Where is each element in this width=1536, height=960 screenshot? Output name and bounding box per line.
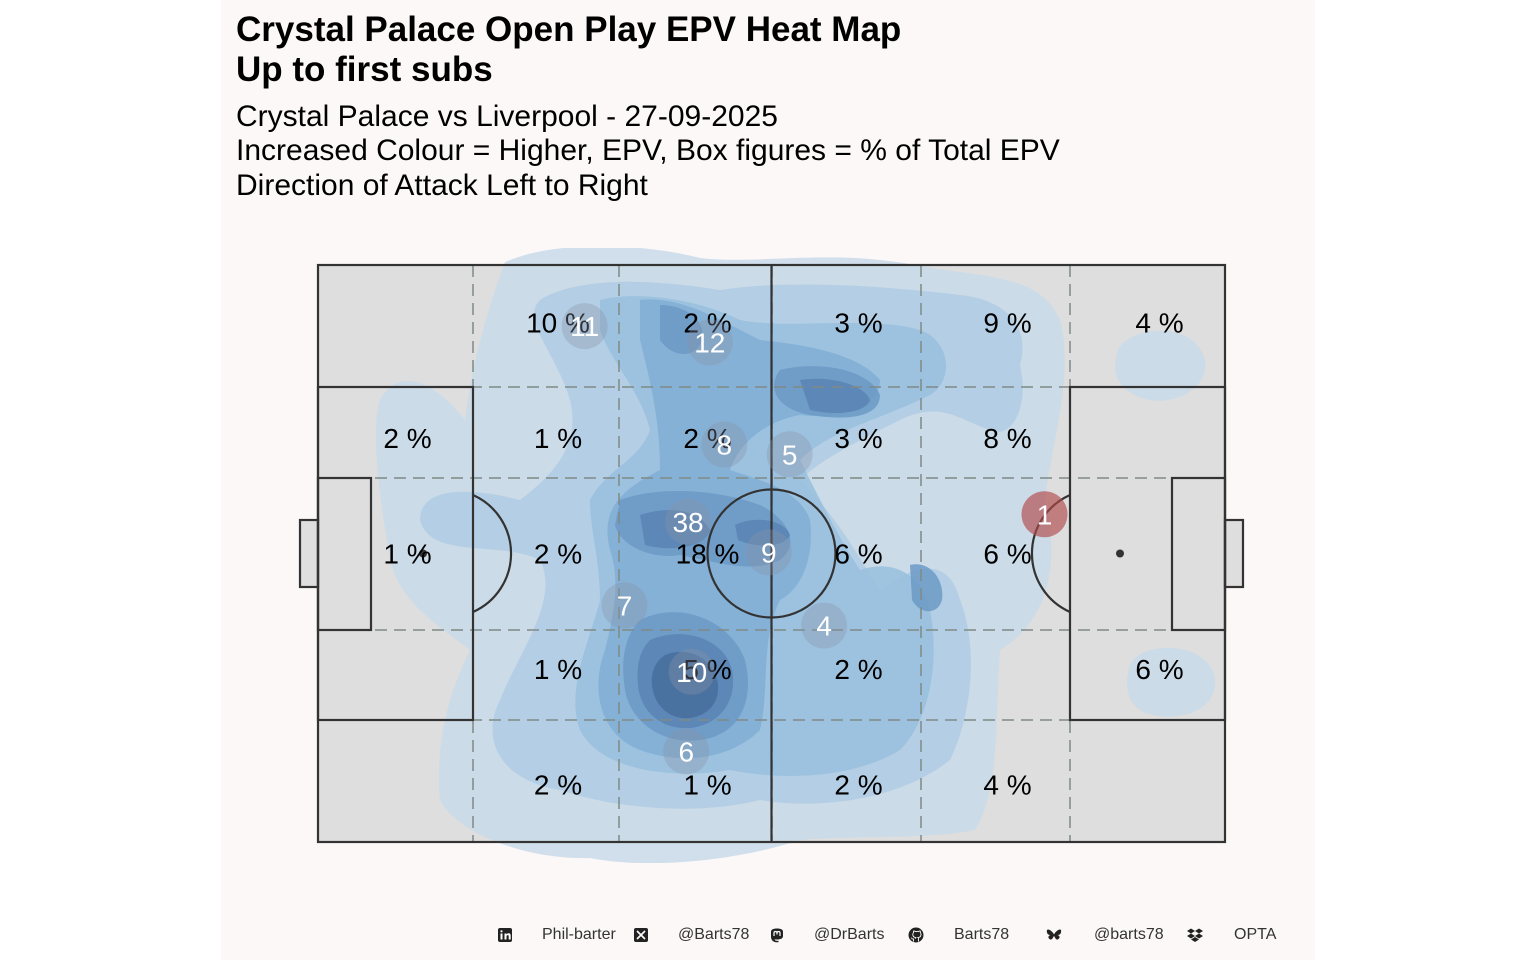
player-number-9: 9: [761, 537, 777, 568]
zone-label-r4-c4: 2 %: [834, 654, 882, 685]
zone-label-r3-c4: 6 %: [834, 539, 882, 570]
player-number-11: 11: [570, 311, 599, 342]
player-number-4: 4: [816, 611, 832, 642]
footer-text-linkedin[interactable]: Phil-barter: [542, 926, 616, 943]
footer-text-bluesky[interactable]: @barts78: [1094, 926, 1164, 943]
player-marker-9: [745, 529, 792, 576]
match-caption: Crystal Palace vs Liverpool - 27-09-2025: [236, 100, 778, 133]
zone-label-r3-c2: 2 %: [534, 539, 582, 570]
player-marker-11: [561, 303, 608, 350]
player-marker-1: [1021, 491, 1068, 538]
left-penalty-spot: [419, 549, 427, 558]
player-markers: 11 12 8 5 38 9 7 4 10 6 1: [561, 303, 1068, 775]
player-marker-8: [701, 421, 748, 468]
footer-text-mastodon[interactable]: @DrBarts: [814, 926, 885, 943]
chart-subtitle: Up to first subs: [236, 50, 493, 89]
left-goal-fill: [300, 520, 318, 587]
zone-label-r4-c6: 6 %: [1135, 654, 1183, 685]
right-goal: [1223, 518, 1245, 589]
player-number-6: 6: [678, 736, 694, 767]
mastodon-icon[interactable]: [768, 926, 786, 944]
zone-label-r4-c3: 5 %: [683, 654, 731, 685]
player-marker-12: [686, 319, 733, 366]
right-penalty-spot: [1116, 549, 1124, 558]
player-number-12: 12: [694, 327, 725, 358]
zone-labels: 10 % 2 % 3 % 9 % 4 % 2 % 1 % 2 % 3 % 8 % 1 % 2 % 18 …: [383, 308, 1183, 801]
zone-label-r4-c2: 1 %: [534, 654, 582, 685]
centre-circle: [706, 488, 837, 619]
player-marker-10: [668, 648, 715, 695]
zone-label-r1-c2: 10 %: [526, 308, 590, 339]
zone-label-r2-c3: 2 %: [683, 423, 731, 454]
density-contour-8: [637, 378, 870, 729]
player-marker-38: [665, 498, 712, 545]
zone-label-r2-c5: 8 %: [983, 423, 1031, 454]
x-twitter-icon[interactable]: [632, 926, 650, 944]
footer-credits: Phil-barter @Barts78 @DrBarts Barts78 @b…: [0, 924, 1536, 948]
zone-label-r1-c4: 3 %: [834, 308, 882, 339]
zone-label-r1-c6: 4 %: [1135, 308, 1183, 339]
density-contour-2: [1115, 330, 1206, 401]
player-number-1: 1: [1037, 499, 1053, 530]
legend-caption: Increased Colour = Higher, EPV, Box figu…: [236, 134, 1060, 167]
player-marker-6: [663, 728, 710, 775]
dropbox-icon[interactable]: [1186, 926, 1204, 944]
player-marker-5: [766, 431, 813, 478]
footer-text-github[interactable]: Barts78: [954, 926, 1010, 943]
density-contour-9: [651, 651, 719, 719]
zone-label-r5-c3: 1 %: [683, 769, 731, 800]
left-goal: [298, 518, 320, 589]
zone-label-r3-c3: 18 %: [676, 539, 740, 570]
zone-label-r5-c4: 2 %: [834, 769, 882, 800]
density-contour-7: [615, 305, 943, 741]
chart-title: Crystal Palace Open Play EPV Heat Map: [236, 10, 902, 49]
zone-label-r2-c4: 3 %: [834, 423, 882, 454]
zone-label-r1-c5: 9 %: [983, 308, 1031, 339]
player-number-10: 10: [676, 657, 707, 688]
player-number-38: 38: [672, 507, 703, 538]
zone-label-r2-c1: 2 %: [383, 423, 431, 454]
player-number-7: 7: [617, 590, 633, 621]
github-icon[interactable]: [907, 926, 925, 944]
zone-label-r3-c5: 6 %: [983, 539, 1031, 570]
zone-label-r1-c3: 2 %: [683, 308, 731, 339]
linkedin-icon[interactable]: [496, 926, 514, 944]
density-contour-3: [1127, 647, 1216, 717]
right-goal-fill: [1225, 520, 1243, 587]
zone-label-r5-c5: 4 %: [983, 769, 1031, 800]
zone-label-r2-c2: 1 %: [534, 423, 582, 454]
player-marker-7: [601, 582, 648, 629]
left-penalty-arc: [472, 493, 513, 614]
zone-label-r5-c2: 2 %: [534, 769, 582, 800]
epv-density-layer: [375, 248, 1216, 863]
footer-text-x[interactable]: @Barts78: [678, 926, 750, 943]
zone-label-r3-c1: 1 %: [383, 539, 431, 570]
player-number-5: 5: [782, 439, 798, 470]
direction-caption: Direction of Attack Left to Right: [236, 169, 648, 202]
player-marker-4: [801, 602, 848, 649]
bluesky-icon[interactable]: [1045, 926, 1063, 944]
player-number-8: 8: [717, 429, 733, 460]
footer-text-dropbox[interactable]: OPTA: [1234, 926, 1277, 943]
